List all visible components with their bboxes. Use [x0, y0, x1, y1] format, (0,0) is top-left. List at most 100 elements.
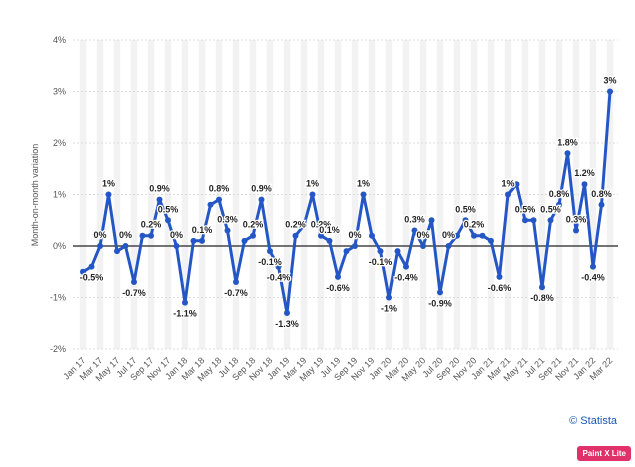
data-point[interactable]: [335, 273, 341, 280]
data-point[interactable]: [556, 201, 562, 208]
watermark-badge: Paint X Lite: [577, 446, 631, 461]
data-point[interactable]: [513, 181, 520, 188]
data-point[interactable]: [437, 289, 443, 296]
data-point[interactable]: [241, 237, 248, 244]
data-label: 0.2%: [464, 220, 485, 230]
data-point[interactable]: [173, 243, 180, 249]
data-point[interactable]: [377, 248, 384, 255]
data-label: 0.9%: [251, 184, 272, 194]
data-point[interactable]: [105, 191, 112, 198]
data-point[interactable]: [131, 279, 137, 286]
data-point[interactable]: [224, 227, 231, 234]
data-point[interactable]: [573, 227, 579, 234]
background-band: [232, 40, 240, 349]
data-point[interactable]: [343, 248, 350, 255]
data-point[interactable]: [318, 232, 324, 239]
data-point[interactable]: [165, 217, 171, 224]
data-point[interactable]: [250, 232, 256, 239]
data-point[interactable]: [88, 263, 95, 270]
data-point[interactable]: [233, 279, 239, 286]
background-band: [300, 40, 308, 349]
data-label: 0%: [416, 230, 429, 240]
data-label: -0.8%: [530, 293, 554, 303]
data-point[interactable]: [292, 232, 299, 239]
data-label: 0.5%: [515, 204, 536, 214]
data-label: 0.1%: [319, 225, 340, 235]
data-label: 0.5%: [540, 204, 561, 214]
data-point[interactable]: [122, 243, 129, 249]
data-point[interactable]: [547, 217, 554, 224]
data-label: 0%: [348, 230, 361, 240]
y-tick-label: 2%: [53, 138, 66, 148]
data-label: 0%: [442, 230, 455, 240]
data-label: 0.8%: [591, 189, 612, 199]
data-point[interactable]: [445, 243, 452, 249]
data-point[interactable]: [207, 201, 214, 208]
data-point[interactable]: [539, 284, 545, 291]
data-label: 0.5%: [455, 204, 476, 214]
data-point[interactable]: [479, 232, 486, 239]
data-point[interactable]: [598, 201, 605, 208]
data-label: -0.6%: [488, 283, 512, 293]
data-point[interactable]: [216, 196, 222, 203]
data-label: -0.7%: [224, 288, 248, 298]
data-point[interactable]: [462, 217, 469, 224]
data-point[interactable]: [97, 243, 103, 249]
data-point[interactable]: [275, 263, 282, 270]
data-point[interactable]: [326, 237, 333, 244]
data-point[interactable]: [156, 196, 163, 203]
data-label: 3%: [603, 76, 616, 86]
data-point[interactable]: [309, 191, 316, 198]
data-point[interactable]: [488, 237, 494, 244]
data-label: -0.5%: [80, 273, 104, 283]
data-point[interactable]: [386, 294, 392, 301]
data-point[interactable]: [420, 243, 426, 249]
data-point[interactable]: [352, 243, 358, 249]
data-point[interactable]: [590, 263, 596, 270]
data-point[interactable]: [369, 232, 375, 239]
data-point[interactable]: [581, 181, 588, 188]
statista-credit[interactable]: © Statista: [569, 415, 617, 427]
data-point[interactable]: [471, 232, 477, 239]
data-point[interactable]: [139, 232, 146, 239]
data-label: 0.2%: [285, 220, 306, 230]
data-point[interactable]: [394, 248, 401, 255]
data-point[interactable]: [80, 268, 86, 275]
data-point[interactable]: [607, 88, 613, 95]
data-label: -1.1%: [173, 309, 197, 319]
data-point[interactable]: [530, 217, 537, 224]
data-point[interactable]: [182, 299, 188, 306]
background-band: [96, 40, 104, 349]
y-tick-label: -2%: [50, 344, 66, 354]
data-point[interactable]: [258, 196, 265, 203]
data-label: -0.6%: [326, 283, 350, 293]
y-axis-label: Month-on-month variation: [30, 144, 40, 247]
data-point[interactable]: [267, 248, 273, 255]
data-label: 0.8%: [209, 184, 230, 194]
data-label: 0.3%: [404, 215, 425, 225]
data-label: 0.3%: [566, 215, 587, 225]
data-label: 0.1%: [192, 225, 213, 235]
data-point[interactable]: [505, 191, 511, 198]
grid-lines: [73, 39, 618, 350]
data-point[interactable]: [564, 150, 571, 157]
data-point[interactable]: [199, 237, 205, 244]
data-point[interactable]: [428, 217, 435, 224]
data-point[interactable]: [190, 237, 197, 244]
data-point[interactable]: [148, 232, 154, 239]
data-point[interactable]: [360, 191, 367, 198]
data-point[interactable]: [403, 263, 409, 270]
data-point[interactable]: [411, 227, 418, 234]
data-label: -0.4%: [267, 273, 291, 283]
data-point[interactable]: [454, 232, 460, 239]
data-point[interactable]: [496, 273, 503, 280]
y-axis-ticks: 4% 3% 2% 1% 0% -1% -2%: [50, 35, 66, 354]
data-point[interactable]: [114, 248, 120, 255]
data-point[interactable]: [522, 217, 528, 224]
data-label: 1%: [501, 179, 514, 189]
data-point[interactable]: [284, 309, 290, 316]
data-point[interactable]: [301, 222, 307, 229]
background-band: [436, 40, 444, 349]
